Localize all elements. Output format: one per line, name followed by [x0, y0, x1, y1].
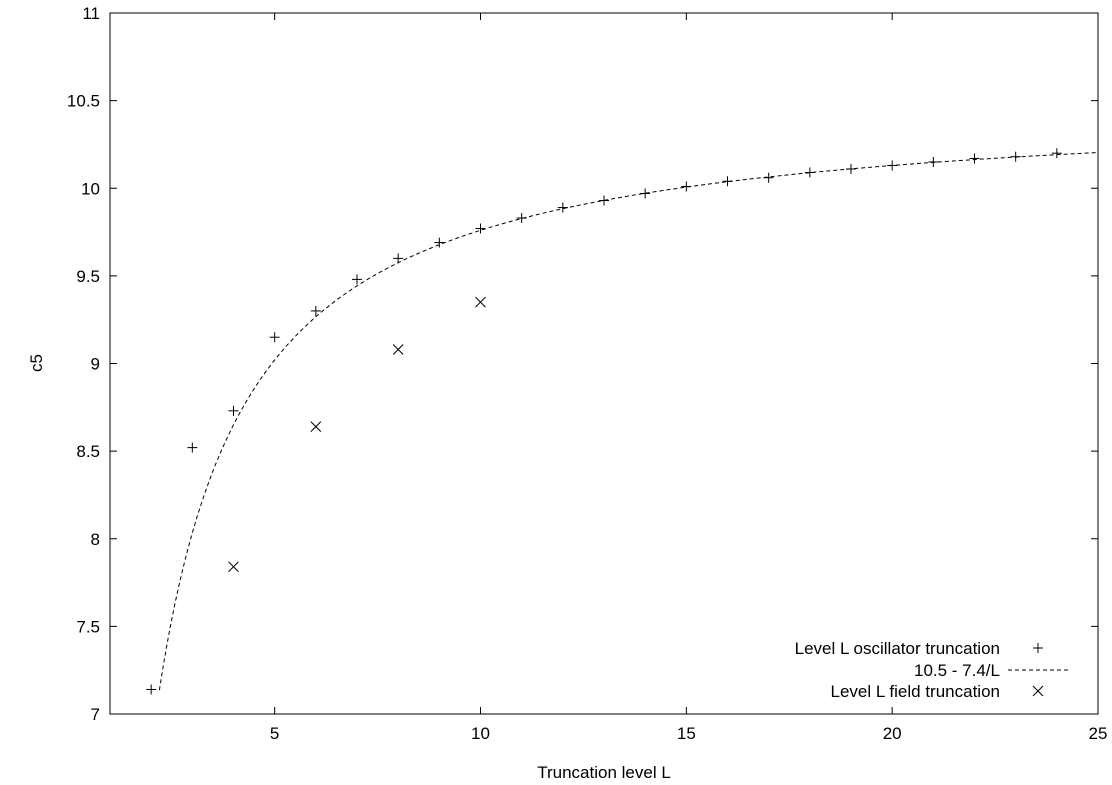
field-point: [392, 344, 404, 355]
y-tick-label: 9: [91, 355, 100, 374]
y-axis-label: c5: [27, 354, 46, 372]
oscillator-point: [516, 213, 527, 224]
oscillator-point: [228, 405, 239, 416]
oscillator-point: [352, 274, 362, 285]
x-tick-label: 5: [270, 724, 279, 743]
oscillator-point: [269, 332, 280, 343]
oscillator-point: [557, 202, 568, 213]
x-tick-label: 20: [883, 724, 902, 743]
y-tick-label: 8.5: [76, 442, 100, 461]
oscillator-point: [928, 156, 939, 167]
legend-label-oscillator: Level L oscillator truncation: [795, 639, 1000, 658]
field-point: [228, 561, 239, 573]
oscillator-point: [393, 253, 404, 264]
legend-label-field: Level L field truncation: [831, 682, 1000, 701]
legend: Level L oscillator truncation 10.5 - 7.4…: [795, 639, 1068, 701]
y-tick-label: 11: [82, 4, 100, 23]
x-tick-label: 25: [1089, 724, 1108, 743]
oscillator-point: [887, 160, 898, 171]
y-tick-label: 7.5: [76, 617, 100, 636]
legend-samples: [1008, 643, 1068, 697]
legend-sample-field: [1032, 685, 1044, 697]
oscillator-point: [640, 188, 651, 199]
legend-sample-oscillator: [1033, 643, 1043, 653]
plot-frame: [109, 12, 1099, 715]
oscillator-point: [310, 305, 321, 316]
x-tick-label: 10: [471, 724, 490, 743]
x-tick-label: 15: [677, 724, 696, 743]
legend-label-fit: 10.5 - 7.4/L: [914, 661, 1000, 680]
y-tick-label: 8: [91, 530, 100, 549]
axis-ticks: [110, 12, 1099, 715]
oscillator-point: [146, 684, 157, 695]
oscillator-point: [434, 237, 445, 248]
oscillator-point: [681, 181, 692, 192]
oscillator-point: [763, 172, 774, 183]
y-tick-label: 9.5: [76, 267, 100, 286]
field-point: [310, 421, 322, 432]
x-axis-label: Truncation level L: [537, 763, 671, 782]
fit-curve: [158, 152, 1099, 691]
oscillator-point: [599, 195, 609, 206]
field-point: [475, 296, 486, 308]
oscillator-point: [1051, 148, 1062, 159]
oscillator-point: [804, 167, 815, 178]
oscillator-point: [969, 153, 980, 164]
y-tick-label: 10: [81, 179, 100, 198]
x-tick-labels: 5 10 15 20 25: [270, 724, 1108, 743]
oscillator-point: [187, 442, 198, 453]
y-tick-label: 7: [91, 705, 100, 724]
oscillator-point: [1010, 151, 1021, 162]
oscillator-point: [722, 176, 733, 187]
oscillator-point: [475, 223, 486, 234]
y-tick-labels: 7 7.5 8 8.5 9 9.5 10 10.5 11: [67, 4, 100, 724]
y-tick-label: 10.5: [67, 92, 100, 111]
series-layer: [146, 148, 1099, 695]
oscillator-point: [846, 163, 856, 174]
